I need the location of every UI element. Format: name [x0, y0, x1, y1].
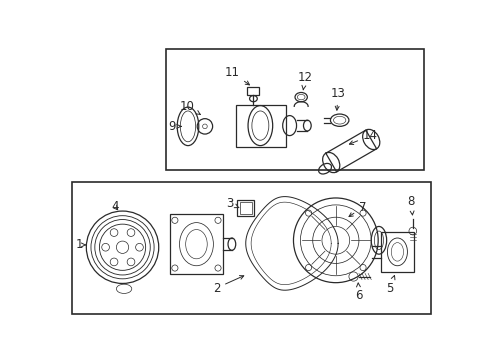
Text: 10: 10: [180, 100, 200, 114]
Bar: [246, 87, 259, 95]
Text: 13: 13: [331, 87, 345, 110]
Bar: [72, 182, 431, 314]
Text: 9: 9: [168, 120, 181, 133]
Bar: [236, 105, 286, 147]
Text: 2: 2: [213, 276, 244, 294]
Bar: [237, 199, 254, 216]
Text: 6: 6: [355, 283, 363, 302]
Text: 7: 7: [349, 201, 367, 217]
Text: 3: 3: [226, 197, 239, 210]
Text: 4: 4: [111, 200, 119, 213]
Text: 1: 1: [75, 238, 86, 251]
Text: 11: 11: [224, 66, 249, 85]
Text: 14: 14: [349, 129, 378, 144]
Bar: [240, 202, 252, 214]
Bar: [167, 49, 424, 170]
Text: 5: 5: [386, 275, 395, 294]
Text: 8: 8: [408, 195, 415, 215]
Text: 12: 12: [297, 71, 313, 90]
Bar: [171, 214, 222, 274]
Bar: [381, 232, 414, 272]
